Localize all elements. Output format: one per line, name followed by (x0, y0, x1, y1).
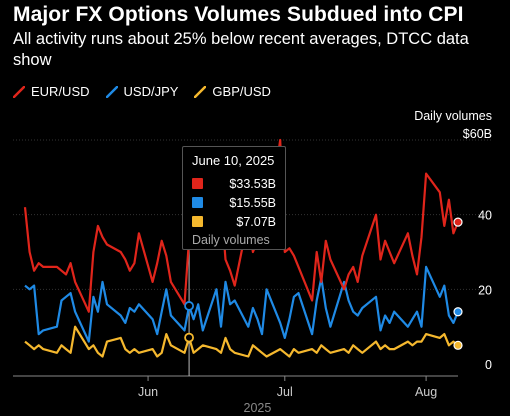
x-tick-label: Jul (277, 385, 293, 399)
y-tick-label: 0 (485, 358, 492, 372)
tooltip-value: $7.07B (236, 214, 276, 229)
tooltip-date: June 10, 2025 (192, 153, 275, 168)
series-line-gbpusd (24, 325, 459, 358)
legend-item-eurusd[interactable]: EUR/USD (13, 84, 90, 99)
y-axis-title: Daily volumes (414, 109, 492, 123)
series-line-eurusd (23, 138, 460, 313)
color-swatch-icon (192, 197, 203, 208)
legend-label: USD/JPY (123, 84, 179, 99)
color-swatch-icon (192, 178, 203, 189)
chart-subtitle: All activity runs about 25% below recent… (13, 30, 469, 69)
tooltip-value: $15.55B (229, 195, 276, 210)
legend-line-icon (105, 85, 118, 98)
y-tick-label: 20 (478, 283, 492, 297)
chart-legend: EUR/USD USD/JPY GBP/USD (13, 84, 271, 99)
end-marker (453, 307, 463, 317)
tooltip-row-usdjpy: $15.55B (192, 193, 276, 212)
legend-label: EUR/USD (31, 84, 90, 99)
legend-item-usdjpy[interactable]: USD/JPY (105, 84, 179, 99)
chart-title: Major FX Options Volumes Subdued into CP… (13, 3, 464, 26)
legend-line-icon (194, 85, 207, 98)
tooltip-row-gbpusd: $7.07B (192, 212, 276, 231)
x-year-label: 2025 (244, 401, 272, 415)
x-tick-label: Aug (415, 385, 437, 399)
x-tick-label: Jun (138, 385, 158, 399)
color-swatch-icon (192, 216, 203, 227)
tooltip-row-eurusd: $33.53B (192, 174, 276, 193)
legend-label: GBP/USD (212, 84, 271, 99)
hover-marker (184, 301, 194, 311)
tooltip-footer: Daily volumes (192, 233, 270, 247)
hover-tooltip: June 10, 2025 $33.53B $15.55B $7.07B Dai… (182, 146, 286, 250)
tooltip-value: $33.53B (229, 176, 276, 191)
series-line-usdjpy (24, 265, 460, 343)
end-marker (453, 217, 463, 227)
legend-line-icon (13, 85, 25, 98)
end-marker (453, 340, 463, 350)
y-tick-label: $60B (463, 127, 492, 141)
legend-item-gbpusd[interactable]: GBP/USD (194, 84, 271, 99)
y-tick-label: 40 (478, 209, 492, 223)
hover-marker (184, 332, 194, 343)
